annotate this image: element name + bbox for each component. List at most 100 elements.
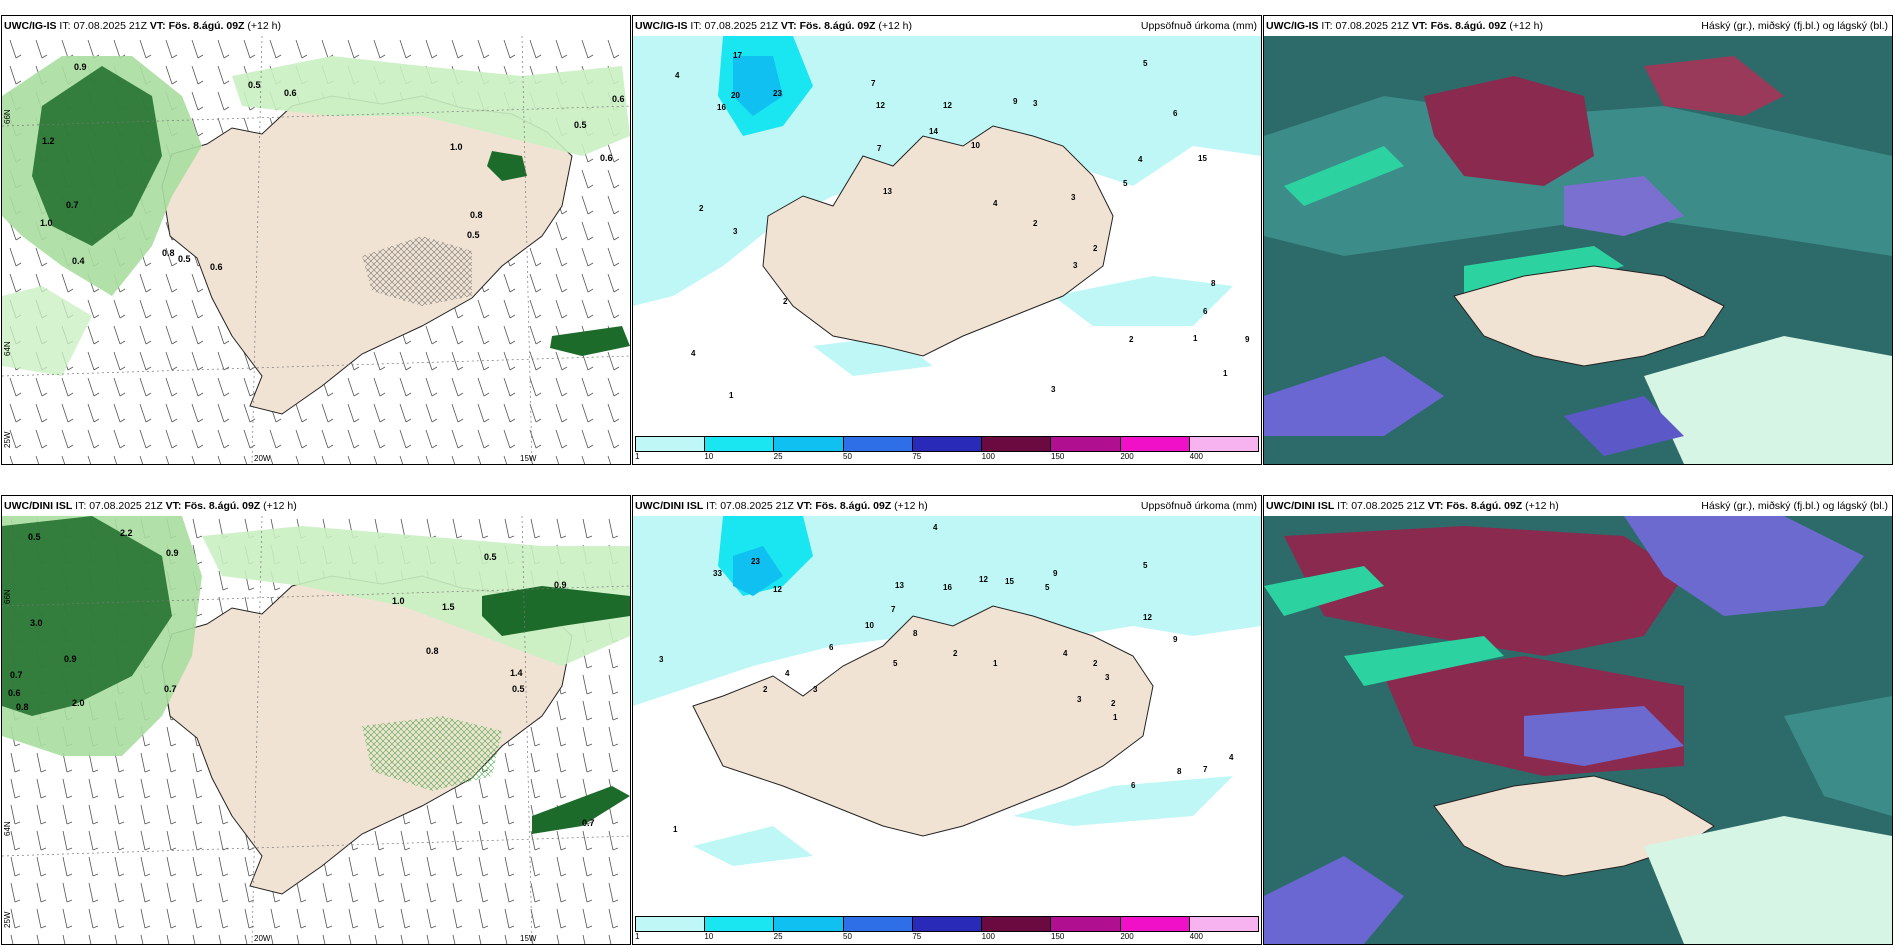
lead-time: (+12 h) bbox=[894, 500, 928, 512]
map-canvas: 17 4 20 23 16 12 9 7 5 3 1 2 3 4 6 7 10 … bbox=[633, 36, 1261, 436]
cloud-value: 0.7 bbox=[164, 684, 177, 694]
colorbar-tick-label: 1 bbox=[635, 932, 640, 941]
precip-colorbar: 1 10 25 50 75 100 150 200 400 bbox=[635, 916, 1259, 942]
precip-value: 9 bbox=[1245, 335, 1250, 344]
lat-label: 25W bbox=[3, 911, 12, 928]
precip-value: 3 bbox=[1051, 385, 1056, 394]
colorbar-ticks: 1 10 25 50 75 100 150 200 400 bbox=[635, 452, 1259, 462]
valid-time: Fös. 8.ágú. 09Z bbox=[799, 20, 876, 32]
cloud-value: 3.0 bbox=[30, 618, 43, 628]
map-canvas: 0.5 2.2 0.9 0.5 1.0 1.5 0.9 3.0 0.7 0.6 … bbox=[2, 516, 630, 944]
panel-title: Háský (gr.), miðský (fj.bl.) og lágský (… bbox=[1701, 500, 1888, 512]
precip-value: 6 bbox=[1131, 781, 1136, 790]
colorbar-tick-label: 25 bbox=[773, 932, 783, 941]
panel-header: UWC/IG-IS IT: 07.08.2025 21Z VT: Fös. 8.… bbox=[1264, 16, 1892, 36]
colorbar-swatch bbox=[636, 437, 706, 451]
wind-cloud-map[interactable]: 0.5 2.2 0.9 0.5 1.0 1.5 0.9 3.0 0.7 0.6 … bbox=[2, 516, 630, 944]
colorbar-swatch bbox=[912, 917, 983, 931]
precip-value: 3 bbox=[1105, 673, 1110, 682]
colorbar-swatch bbox=[1120, 437, 1190, 451]
cloud-value: 0.6 bbox=[284, 88, 297, 98]
colorbar-swatch bbox=[1189, 917, 1258, 931]
precip-map[interactable]: 17 4 20 23 16 12 9 7 5 3 1 2 3 4 6 7 10 … bbox=[633, 36, 1261, 436]
cloud-area-se bbox=[532, 786, 630, 834]
precip-value: 6 bbox=[1203, 307, 1208, 316]
cloud-layers-map[interactable] bbox=[1264, 516, 1892, 944]
mid-cloud-south bbox=[1264, 356, 1444, 436]
mid-cloud-north bbox=[1624, 516, 1864, 616]
low-cloud-south bbox=[1644, 816, 1892, 944]
precip-value: 3 bbox=[1071, 193, 1076, 202]
valid-time: Fös. 8.ágú. 09Z bbox=[1430, 20, 1507, 32]
colorbar-swatch bbox=[636, 917, 706, 931]
precip-value: 3 bbox=[1077, 695, 1082, 704]
colorbar-ticks: 1 10 25 50 75 100 150 200 400 bbox=[635, 932, 1259, 942]
lon-label: 20W bbox=[254, 934, 271, 943]
cloud-value: 1.0 bbox=[392, 596, 405, 606]
cloud-value: 1.0 bbox=[40, 218, 53, 228]
colorbar-tick-label: 400 bbox=[1189, 932, 1204, 941]
cloud-value: 0.4 bbox=[72, 256, 85, 266]
precip-value: 16 bbox=[717, 103, 726, 112]
map-canvas bbox=[1264, 36, 1892, 464]
map-canvas: 4 23 33 12 7 5 3 2 1 13 10 12 15 9 8 6 5… bbox=[633, 516, 1261, 916]
precip-map[interactable]: 4 23 33 12 7 5 3 2 1 13 10 12 15 9 8 6 5… bbox=[633, 516, 1261, 916]
precip-value: 4 bbox=[1063, 649, 1068, 658]
map-canvas bbox=[1264, 516, 1892, 944]
precip-value: 3 bbox=[733, 227, 738, 236]
precip-value: 7 bbox=[891, 605, 896, 614]
panel-title: Uppsöfnuð úrkoma (mm) bbox=[1140, 20, 1257, 32]
init-label: IT: bbox=[690, 20, 702, 32]
cloud-value: 0.8 bbox=[426, 646, 439, 656]
lead-time: (+12 h) bbox=[878, 20, 912, 32]
lat-label: 66N bbox=[3, 589, 12, 604]
valid-label: VT: bbox=[149, 20, 166, 32]
model-name: UWC/DINI ISL bbox=[1266, 500, 1335, 512]
cloud-area-north bbox=[232, 56, 630, 156]
cloud-value: 0.5 bbox=[484, 552, 497, 562]
colorbar-swatch bbox=[774, 437, 844, 451]
panel-header: UWC/DINI ISL IT: 07.08.2025 21Z VT: Fös.… bbox=[1264, 496, 1892, 516]
valid-time: Fös. 8.ágú. 09Z bbox=[184, 500, 261, 512]
colorbar-tick-label: 400 bbox=[1189, 452, 1204, 461]
colorbar-tick-label: 1 bbox=[635, 452, 640, 461]
mid-cloud-se bbox=[1564, 396, 1684, 456]
cloud-value: 0.5 bbox=[28, 532, 41, 542]
model-name: UWC/IG-IS bbox=[4, 20, 57, 32]
precip-area-se bbox=[1053, 276, 1233, 326]
cloud-layers-map[interactable] bbox=[1264, 36, 1892, 464]
wind-cloud-map[interactable]: 0.9 0.5 0.6 0.5 0.6 1.0 0.8 0.5 0.4 0.8 … bbox=[2, 36, 630, 464]
init-time: 07.08.2025 21Z bbox=[1351, 500, 1425, 512]
precip-value: 5 bbox=[893, 659, 898, 668]
panel-cloud-layers-top: UWC/IG-IS IT: 07.08.2025 21Z VT: Fös. 8.… bbox=[1263, 15, 1893, 465]
meridian-20w bbox=[251, 516, 263, 944]
init-label: IT: bbox=[1337, 500, 1349, 512]
lat-label: 25W bbox=[3, 431, 12, 448]
colorbar-swatch bbox=[1120, 917, 1190, 931]
precip-value: 3 bbox=[659, 655, 664, 664]
panel-header: UWC/IG-IS IT: 07.08.2025 21Z VT: Fös. 8.… bbox=[633, 16, 1261, 36]
cloud-value: 0.5 bbox=[248, 80, 261, 90]
cloud-value: 0.6 bbox=[612, 94, 625, 104]
panel-cloud-layers-bottom: UWC/DINI ISL IT: 07.08.2025 21Z VT: Fös.… bbox=[1263, 495, 1893, 945]
precip-value: 5 bbox=[1045, 583, 1050, 592]
mid-cloud-central bbox=[1524, 706, 1684, 766]
cloud-area-east bbox=[482, 586, 630, 636]
precip-value: 14 bbox=[929, 127, 938, 136]
valid-label: VT: bbox=[796, 500, 813, 512]
lat-label: 66N bbox=[3, 109, 12, 124]
precip-value: 2 bbox=[763, 685, 768, 694]
lead-time: (+12 h) bbox=[247, 20, 281, 32]
precip-value: 2 bbox=[1093, 244, 1098, 253]
cloud-value: 0.5 bbox=[512, 684, 525, 694]
cloud-value: 0.6 bbox=[600, 153, 613, 163]
precip-value: 20 bbox=[731, 91, 740, 100]
cloud-area-se bbox=[550, 326, 630, 356]
precip-value: 4 bbox=[1229, 753, 1234, 762]
low-cloud-south bbox=[1644, 336, 1892, 464]
colorbar-tick-label: 75 bbox=[912, 452, 922, 461]
precip-value: 5 bbox=[1143, 59, 1148, 68]
valid-label: VT: bbox=[165, 500, 182, 512]
cloud-value: 0.7 bbox=[582, 818, 595, 828]
cloud-value: 0.5 bbox=[467, 230, 480, 240]
